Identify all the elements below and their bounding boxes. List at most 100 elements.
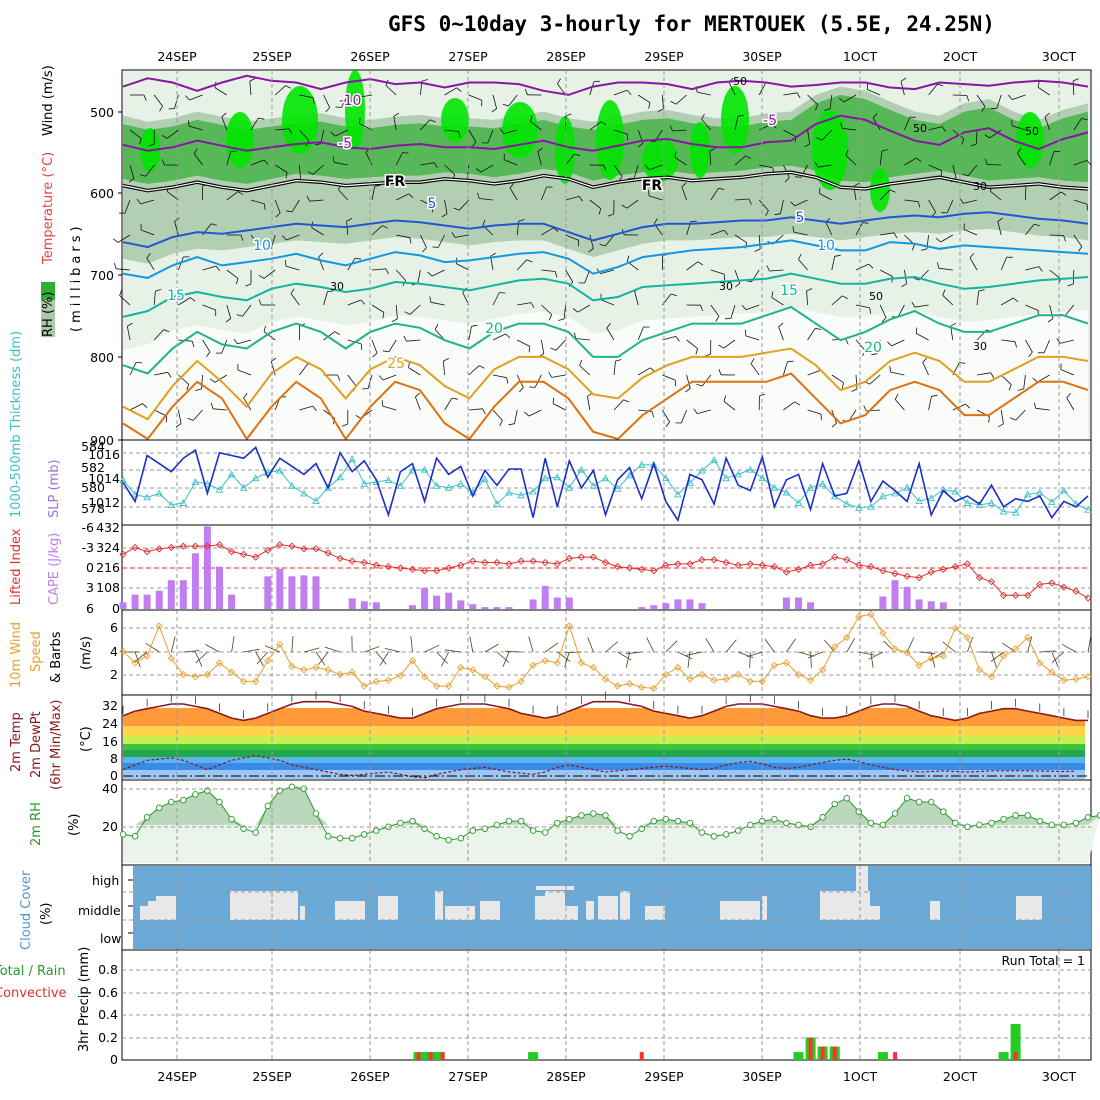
wind10m-barb: [469, 636, 474, 653]
upper-wind-barb: [371, 186, 376, 201]
upper-wind-barb: [976, 372, 991, 376]
upper-wind-barb-flag: [674, 151, 677, 158]
wind10m-line-marker: [770, 661, 779, 669]
contour-label: 5: [428, 196, 437, 212]
upper-wind-barb-flag: [558, 318, 565, 321]
wind10m-barb: [625, 651, 642, 655]
upper-wind-barb: [997, 221, 1002, 236]
upper-wind-barb: [831, 256, 836, 271]
lifted-index-line-marker: [1084, 594, 1092, 602]
upper-wind-barb-flag: [917, 201, 921, 208]
upper-wind-barb: [734, 198, 750, 201]
slp-left-tick: 580: [81, 480, 105, 495]
upper-wind-barb: [626, 199, 639, 209]
wind10m-barb: [315, 651, 326, 666]
upper-wind-barb: [365, 152, 373, 166]
rh2m-marker: [143, 814, 151, 821]
rh2m-marker: [517, 817, 525, 825]
wind10m-line-marker: [1084, 673, 1092, 681]
upper-wind-barb-flag: [626, 255, 630, 262]
wind10m-line-marker: [915, 661, 923, 669]
upper-wind-barb: [528, 409, 542, 417]
thickness-line-marker: [565, 483, 574, 491]
upper-wind-barb-flag: [998, 423, 1004, 428]
upper-wind-barb: [504, 159, 518, 166]
precip-convective-bar: [893, 1052, 897, 1060]
panel-cloud: Cloud Cover (%) high middle low: [19, 864, 1092, 951]
thickness-line-marker: [891, 489, 899, 497]
upper-wind-barb: [1015, 409, 1026, 421]
time-label-bottom: 28SEP: [546, 1069, 586, 1084]
slp-right-tick: 1016: [88, 447, 120, 462]
upper-wind-barb: [952, 164, 957, 179]
upper-wind-barb-flag: [1063, 235, 1066, 242]
upper-wind-barb-flag: [804, 143, 810, 148]
upper-wind-barb-flag: [815, 104, 819, 111]
wind10m-barb: [705, 638, 715, 653]
rh2m-marker: [988, 819, 995, 827]
upper-wind-barb-flag: [937, 262, 940, 269]
upper-wind-barb: [613, 399, 624, 411]
upper-wind-barb: [605, 234, 615, 247]
lifted-index-line-marker: [300, 545, 308, 553]
upper-wind-barb: [178, 374, 190, 385]
thickness-line-marker: [987, 499, 996, 506]
wind10m-line-marker: [1072, 675, 1080, 683]
upper-wind-barb-flag: [741, 305, 747, 311]
time-label-top: 30SEP: [742, 49, 782, 64]
wind10m-line-marker: [589, 663, 598, 672]
wind10m-barb: [195, 651, 208, 664]
temp-color-band: [123, 750, 1085, 757]
upper-wind-barb-flag: [845, 149, 849, 156]
temp-color-band: [123, 726, 1085, 736]
upper-wind-barb-flag: [701, 113, 705, 120]
wind10m-line-marker: [782, 659, 791, 667]
upper-wind-barb: [431, 269, 445, 277]
upper-wind-barb-flag: [871, 353, 878, 356]
rh2m-tick: 40: [102, 781, 118, 796]
upper-wind-barb-flag: [155, 289, 162, 292]
upper-wind-barb-flag: [490, 252, 496, 257]
wind10m-barb: [256, 651, 269, 665]
upper-wind-barb-flag: [815, 327, 822, 330]
upper-wind-barb: [201, 374, 203, 389]
cape-bar: [300, 575, 308, 609]
upper-wind-barb: [745, 304, 760, 311]
upper-wind-barb: [517, 339, 530, 347]
thickness-line-marker: [734, 470, 742, 478]
upper-wind-barb-flag: [136, 198, 142, 205]
lifted-index-line-marker: [227, 547, 236, 556]
lifted-index-line-marker: [252, 553, 260, 561]
upper-wind-barb: [1025, 266, 1040, 271]
upper-wind-barb: [922, 362, 929, 376]
upper-wind-barb: [237, 369, 252, 376]
upper-wind-barb: [1064, 304, 1075, 317]
upper-wind-barb-flag: [969, 252, 975, 259]
isotherm-line: [122, 239, 1089, 279]
ylabel-temp2m-unit: (°C): [79, 726, 94, 752]
upper-wind-barb: [1011, 125, 1026, 131]
upper-wind-barb: [395, 269, 406, 281]
thickness-line-marker: [637, 460, 646, 468]
upper-wind-barb-flag: [175, 423, 182, 428]
thickness-line-marker: [903, 483, 911, 491]
upper-wind-barb-flag: [518, 219, 525, 222]
wind10m-barb: [677, 651, 693, 660]
upper-wind-barb: [845, 155, 857, 166]
cloud-block-middle: [560, 906, 578, 920]
upper-ytick-label: 800: [90, 350, 114, 365]
upper-wind-barb-flag: [477, 192, 480, 199]
wind10m-barb: [665, 640, 678, 653]
ylabel-cloud-unit: (%): [39, 903, 54, 926]
upper-wind-barb: [565, 196, 580, 201]
rh2m-marker: [614, 827, 621, 834]
upper-wind-barb-flag: [578, 196, 584, 202]
upper-wind-barb-flag: [966, 95, 970, 102]
time-label-bottom: 29SEP: [644, 1069, 684, 1084]
upper-wind-barb: [189, 94, 203, 101]
lifted-index-line-marker: [372, 561, 380, 569]
upper-wind-barb-flag: [476, 168, 482, 173]
lifted-index-line-marker: [662, 561, 670, 569]
cloud-block-middle: [762, 896, 767, 920]
upper-wind-barb-flag: [1038, 266, 1043, 272]
